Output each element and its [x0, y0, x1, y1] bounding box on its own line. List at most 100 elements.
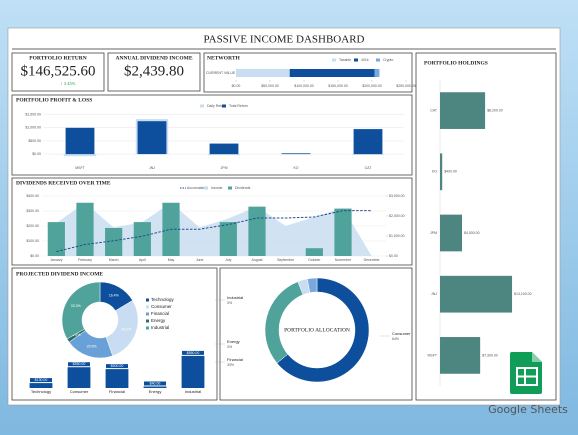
bar [137, 121, 167, 155]
bar-label: $8,200.00 [487, 109, 503, 113]
x-tick-label: $100,000.00 [294, 84, 314, 88]
card-value: $146,525.60 [21, 63, 96, 79]
legend-label: Financial [151, 311, 169, 316]
slice-name: Consumer [392, 331, 411, 336]
x-tick-label: June [196, 258, 204, 262]
bar [351, 154, 385, 155]
x-tick-label: MSFT [75, 166, 85, 170]
x-tick-label: $250,000.00 [396, 84, 416, 88]
bar-segment [289, 69, 375, 77]
bar [76, 202, 94, 256]
bar-label: $400.00 [444, 170, 457, 174]
legend-label: 401k [361, 58, 369, 62]
slice-name: Industrial [227, 295, 243, 300]
bar [209, 143, 239, 155]
donut-slice [306, 277, 318, 293]
card [11, 52, 105, 92]
bar [353, 129, 383, 155]
y-tick-label: MSFT [427, 353, 437, 357]
x-tick-label: Energy [149, 389, 162, 394]
card-label: ANNUAL DIVIDEND INCOME [115, 55, 192, 61]
legend-swatch [146, 305, 149, 309]
y-tick-label: $1,000.00 [25, 126, 41, 130]
bar-label-bg [144, 381, 166, 386]
section-title: NETWORTH [207, 55, 241, 61]
bar [219, 222, 237, 256]
slice-label: 16.4% [109, 294, 119, 298]
x-tick-label: $200,000.00 [362, 84, 382, 88]
card-value: $2,439.80 [124, 63, 184, 79]
section-title: PROJECTED DIVIDEND INCOME [16, 271, 103, 277]
y-tick-label: $300.00 [26, 209, 39, 213]
bar [105, 227, 123, 256]
legend-swatch [146, 298, 149, 302]
bar [47, 222, 65, 256]
slice-name: Financial [227, 357, 243, 362]
bar [440, 337, 481, 374]
legend-swatch [228, 186, 232, 190]
logo-text: Google Sheets [488, 403, 568, 416]
x-tick-label: JNJ [149, 166, 155, 170]
section-title: DIVIDENDS RECEIVED OVER TIME [16, 180, 111, 186]
x-tick-label: Technology [31, 389, 51, 394]
bar-label: $7,300.00 [482, 353, 498, 357]
y-tick-label: $400.00 [26, 194, 39, 198]
legend-label: Total Return [229, 104, 248, 108]
bar-label-bg [30, 378, 52, 383]
y-tick-label: $200.00 [26, 224, 39, 228]
section-title: PORTFOLIO HOLDINGS [424, 60, 488, 66]
legend-label: Income [211, 186, 223, 190]
card [107, 52, 201, 92]
x-tick-label: July [225, 258, 231, 262]
y2-tick-label: $0.00 [389, 254, 398, 258]
x-tick-label: March [109, 258, 119, 262]
bar-label: $40.00 [150, 381, 161, 385]
card-change: ↑ 3.45% [61, 81, 76, 86]
y2-tick-label: $1,000.00 [389, 234, 405, 238]
bar [29, 383, 53, 388]
x-tick-label: February [78, 258, 92, 262]
legend-label: Daily Return [207, 104, 226, 108]
x-tick-label: August [252, 258, 263, 262]
bar [181, 355, 205, 388]
bar [67, 367, 91, 388]
bar-label: $550.00 [73, 362, 86, 366]
x-tick-label: $0.00 [232, 84, 241, 88]
bar [143, 386, 167, 388]
x-tick-label: Financial [109, 389, 125, 394]
donut-slice [276, 277, 370, 383]
card-label: PORTFOLIO RETURN [29, 55, 86, 61]
legend-swatch [146, 326, 149, 330]
legend-label: Industrial [151, 325, 169, 330]
logo-fold [532, 352, 542, 362]
slice-value: 64% [392, 337, 399, 341]
slice-label: 28.2% [121, 327, 131, 331]
x-tick-label: KO [293, 166, 298, 170]
legend-swatch [376, 58, 380, 62]
y2-tick-label: $3,000.00 [389, 194, 405, 198]
bar [105, 369, 129, 388]
dashboard-title: PASSIVE INCOME DASHBOARD [204, 34, 365, 46]
bar-label: $850.00 [187, 351, 200, 355]
x-tick-label: JPM [221, 166, 228, 170]
bar-label: $500.00 [111, 364, 124, 368]
slice-name: Energy [227, 339, 240, 344]
bar [63, 154, 97, 157]
bar-label-bg [182, 350, 204, 355]
bar [248, 206, 266, 256]
bar [133, 222, 151, 256]
sheets-logo [510, 352, 542, 394]
legend-label: Accumulated [187, 186, 207, 190]
y-tick-label: JNJ [431, 292, 437, 296]
bar [281, 153, 311, 155]
bar-label: $13,100.00 [514, 292, 532, 296]
slice-value: 3% [227, 301, 232, 305]
y-tick-label: $100.00 [26, 239, 39, 243]
bar [440, 275, 513, 313]
legend-swatch [204, 186, 208, 190]
x-tick-label: CAT [365, 166, 373, 170]
y-tick-label: $0.00 [30, 254, 39, 258]
bar-label: $130.00 [35, 378, 48, 382]
bar-label-bg [68, 362, 90, 367]
